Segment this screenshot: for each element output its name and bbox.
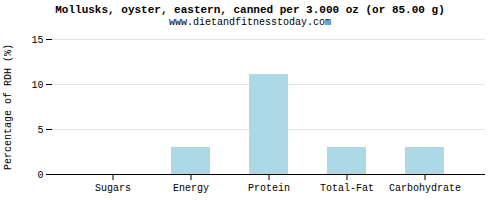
html-text:Mollusks, oyster, eastern, can: Mollusks, oyster, eastern, canned per 3.…: [55, 4, 445, 16]
svg-text:5: 5: [37, 125, 43, 136]
svg-text:Energy: Energy: [173, 183, 209, 194]
svg-text:Percentage of RDH (%): Percentage of RDH (%): [3, 44, 14, 170]
svg-text:Protein: Protein: [248, 183, 290, 194]
svg-text:Carbohydrate: Carbohydrate: [389, 183, 461, 194]
svg-text:Sugars: Sugars: [95, 183, 131, 194]
svg-text:Total-Fat: Total-Fat: [320, 183, 374, 194]
html-text:www.dietandfitnesstoday.com: www.dietandfitnesstoday.com: [169, 17, 331, 28]
svg-text:10: 10: [31, 80, 43, 91]
svg-text:0: 0: [37, 170, 43, 181]
svg-text:15: 15: [31, 35, 43, 46]
